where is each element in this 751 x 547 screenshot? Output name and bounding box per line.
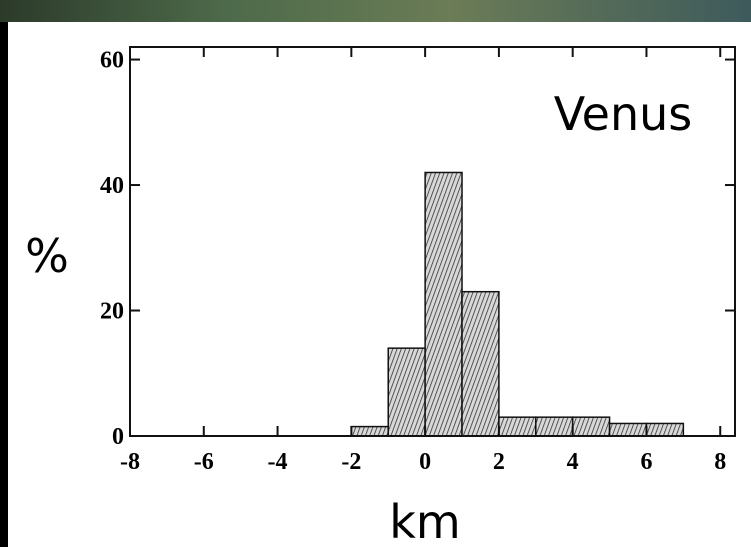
y-tick-label: 0 [112,424,124,450]
plot: -8 -6 -4 -2 0 2 4 6 8 0 20 40 60 [100,46,736,475]
bar [535,416,574,437]
plot-frame [129,46,736,437]
x-tick-label: -4 [268,449,288,475]
x-tick-label: 0 [419,449,431,475]
panel [8,22,751,547]
x-tick-label: 4 [567,449,579,475]
x-tick-label: -2 [341,449,361,475]
x-axis-label: km [389,495,460,547]
x-tick-label: -6 [194,449,214,475]
x-tick-label: 2 [493,449,505,475]
bar [461,290,500,437]
background-texture [0,0,751,22]
bar [645,422,685,437]
bar [424,171,463,437]
y-tick-label: 40 [100,173,124,199]
bar [608,422,648,437]
annotation: Venus [554,87,692,141]
x-tick-label: -8 [120,449,140,475]
x-tick-label: 6 [640,449,652,475]
bar [387,347,426,437]
y-tick-label: 20 [100,299,124,325]
bar [571,416,611,437]
x-tick-label: 8 [714,449,726,475]
bar [350,425,389,437]
bar [498,416,537,437]
y-axis-label: % [25,229,69,283]
y-tick-label: 60 [100,48,124,74]
